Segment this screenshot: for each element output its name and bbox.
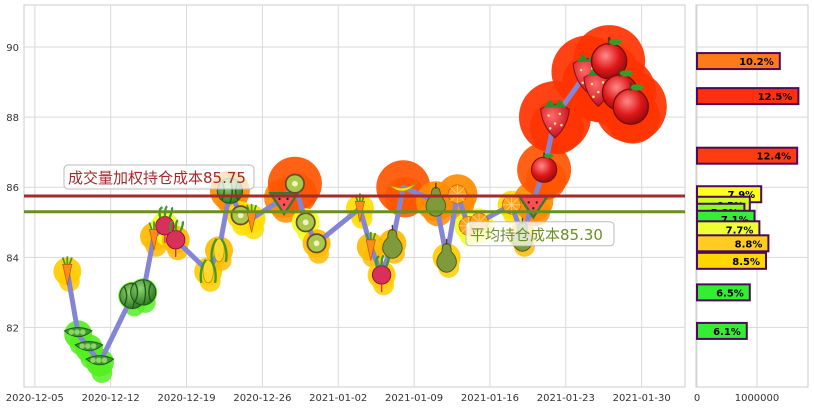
apple-icon: [530, 152, 558, 183]
x-tick-label: 2021-01-02: [309, 393, 367, 404]
x-tick-label: 2021-01-23: [537, 393, 595, 404]
side-tick-labels: 0 1000000: [694, 393, 779, 404]
pear-icon: [382, 224, 403, 259]
side-x-tick-label: 0: [694, 393, 700, 404]
bar-percent-label: 6.1%: [713, 327, 741, 338]
distribution-bar: [696, 251, 767, 270]
bar-percent-label: 6.5%: [716, 288, 744, 299]
peas-icon: [63, 327, 93, 338]
distribution-bar: [696, 283, 751, 302]
x-tick-label: 2020-12-12: [82, 393, 140, 404]
y-tick-label: 82: [6, 323, 19, 334]
kiwi-icon: [230, 205, 251, 226]
x-tick-label: 2020-12-26: [233, 393, 291, 404]
carrot-icon: [365, 231, 377, 261]
bar-percent-label: 7.7%: [726, 225, 754, 236]
bar-percent-label: 12.5%: [758, 92, 793, 103]
x-tick-label: 2020-12-05: [6, 393, 64, 404]
bar-percent-label: 8.5%: [732, 257, 760, 268]
y-tick-label: 86: [6, 183, 19, 194]
strawberry-icon: [540, 99, 570, 139]
x-tick-label: 2021-01-30: [613, 393, 671, 404]
orange-icon: [501, 195, 522, 215]
x-tick-label: 2021-01-09: [385, 393, 443, 404]
distribution-bar: [696, 321, 748, 340]
distribution-bar: [696, 146, 799, 165]
glow-blob: [243, 218, 265, 240]
side-x-tick-label: 1000000: [735, 393, 780, 404]
bar-percent-label: 7.1%: [721, 215, 749, 226]
kiwi-icon: [284, 173, 305, 194]
peas-icon: [74, 341, 104, 352]
distribution-bar: [696, 52, 781, 71]
bar-percent-label: 7.9%: [727, 190, 755, 201]
y-tick-label: 90: [6, 43, 19, 54]
x-tick-label: 2021-01-16: [461, 393, 519, 404]
y-tick-label: 84: [6, 253, 19, 264]
reference-lines: 成交量加权持仓成本85.75 平均持仓成本85.30: [24, 164, 685, 247]
bar-percent-label: 10.2%: [739, 57, 774, 68]
melon-icon: [130, 279, 157, 306]
glow-blob: [91, 361, 113, 383]
main-tick-labels: 2020-12-05 2020-12-12 2020-12-19 2020-12-26…: [6, 43, 671, 404]
bar-percent-label: 12.4%: [756, 152, 791, 163]
radish-icon: [155, 205, 175, 244]
banana-icon: [389, 182, 418, 192]
radish-icon: [166, 219, 186, 258]
peas-icon: [85, 355, 115, 366]
pear-icon: [436, 238, 457, 273]
kiwi-icon: [295, 212, 316, 233]
orange-icon: [447, 184, 468, 204]
reference-label: 平均持仓成本85.30: [470, 226, 603, 244]
reference-label: 成交量加权持仓成本85.75: [68, 169, 246, 187]
distribution-bars: 10.2%12.5%12.4%7.9%6.5%5.8%7.1%7.7%8.8%8…: [696, 52, 800, 340]
kiwi-icon: [306, 233, 327, 254]
reference-label-box: [465, 221, 615, 247]
reference-label-box: [63, 164, 255, 190]
distribution-bar: [696, 234, 770, 253]
bar-percent-label: 8.8%: [735, 239, 763, 250]
watermelon-icon: [268, 192, 301, 216]
y-tick-label: 88: [6, 113, 19, 124]
x-tick-label: 2020-12-19: [157, 393, 215, 404]
distribution-bar: [696, 87, 800, 106]
radish-icon: [371, 254, 392, 293]
carrot-icon: [61, 256, 73, 286]
apple-icon: [612, 82, 650, 125]
corn-icon: [210, 238, 228, 263]
